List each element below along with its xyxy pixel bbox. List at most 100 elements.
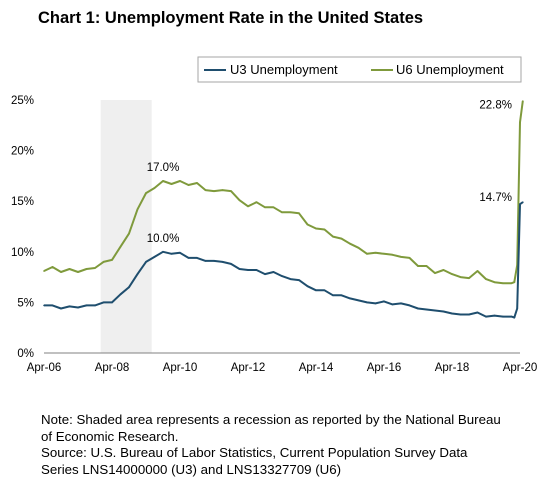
u6-point (170, 183, 173, 185)
u6-point (502, 282, 504, 284)
u3-point (85, 304, 88, 307)
u6-point (179, 180, 181, 182)
u3-point (510, 315, 513, 318)
u3-point (516, 307, 518, 310)
u6-point (255, 201, 258, 204)
u6-point (128, 232, 130, 235)
u3-point (60, 307, 62, 310)
u3-point (332, 294, 334, 297)
u6-point (510, 282, 513, 284)
u6-point (162, 180, 164, 182)
u6-point (272, 206, 275, 209)
u3-point (493, 314, 496, 317)
u6-point (298, 212, 300, 215)
data-label: 14.7% (479, 192, 512, 204)
u6-point (442, 269, 445, 271)
y-tick-label: 15% (11, 196, 34, 208)
u6-point (264, 206, 266, 209)
u6-point (289, 211, 292, 214)
x-tick-label: Apr-06 (27, 362, 62, 374)
u6-point (85, 268, 88, 270)
u3-point (94, 304, 96, 307)
u6-point (366, 253, 368, 255)
u6-point (434, 272, 436, 274)
u3-point (315, 289, 317, 292)
u3-point (323, 289, 326, 292)
u6-point (51, 266, 54, 268)
note-line: Source: U.S. Bureau of Labor Statistics,… (41, 445, 468, 460)
u3-point (153, 256, 156, 258)
u6-point (459, 276, 462, 278)
u6-point (43, 270, 45, 272)
u3-point (391, 303, 394, 306)
u3-point (136, 273, 139, 275)
u3-point (476, 311, 479, 314)
u6-point (513, 281, 516, 283)
x-tick-label: Apr-20 (503, 362, 538, 374)
u6-point (383, 253, 385, 255)
u3-point (459, 313, 462, 316)
u6-point (68, 268, 71, 270)
u3-point (179, 252, 181, 254)
u3-point (340, 294, 343, 297)
u3-point (213, 260, 215, 262)
u3-point (264, 273, 266, 275)
u3-point (272, 271, 275, 273)
u6-point (230, 190, 232, 192)
u3-point (221, 261, 224, 263)
u6-point (391, 254, 394, 256)
u6-point (238, 199, 241, 201)
u6-point (468, 277, 470, 279)
u6-point (94, 267, 96, 269)
u3-point (247, 269, 249, 271)
u3-point (383, 300, 385, 303)
data-label: 10.0% (147, 233, 180, 245)
legend-label: U6 Unemployment (396, 62, 504, 77)
u6-point (136, 208, 139, 211)
u6-point (476, 270, 479, 272)
u6-point (281, 211, 283, 214)
u3-point (400, 302, 402, 305)
u6-point (306, 223, 309, 226)
note-line: Series LNS14000000 (U3) and LNS13327709 … (41, 461, 342, 477)
u3-point (468, 313, 470, 316)
x-tick-label: Apr-14 (299, 362, 334, 374)
y-tick-label: 5% (17, 297, 34, 309)
legend-label: U3 Unemployment (230, 62, 338, 77)
u3-series-line (44, 201, 524, 319)
u3-point (357, 299, 360, 302)
u3-point (196, 257, 198, 259)
u6-point (485, 278, 487, 280)
u6-point (221, 189, 224, 191)
u6-point (357, 246, 360, 249)
data-label: 22.8% (479, 99, 512, 111)
u3-point (417, 307, 419, 310)
u6-point (213, 190, 215, 192)
u3-point (349, 297, 351, 300)
u3-point (298, 279, 300, 281)
u3-point (442, 310, 445, 313)
x-tick-label: Apr-12 (231, 362, 266, 374)
chart-note: Note: Shaded area represents a recession… (41, 412, 541, 478)
u6-point (77, 271, 79, 273)
u3-point (425, 308, 428, 311)
u3-point (513, 316, 516, 319)
u3-point (230, 263, 232, 265)
u6-point (315, 227, 317, 230)
u6-point (451, 273, 453, 275)
u6-point (340, 237, 343, 240)
u3-point (522, 201, 524, 204)
x-tick-label: Apr-16 (367, 362, 402, 374)
legend-box (197, 56, 522, 83)
note-line: of Economic Research. (41, 428, 179, 444)
u3-point (102, 301, 105, 304)
u3-point (519, 203, 521, 206)
u3-point (374, 302, 377, 305)
u6-point (204, 189, 207, 191)
u3-point (170, 253, 173, 255)
y-tick-label: 10% (11, 247, 34, 259)
u6-point (111, 259, 113, 261)
u6-point (493, 281, 496, 283)
u6-point (408, 257, 411, 259)
